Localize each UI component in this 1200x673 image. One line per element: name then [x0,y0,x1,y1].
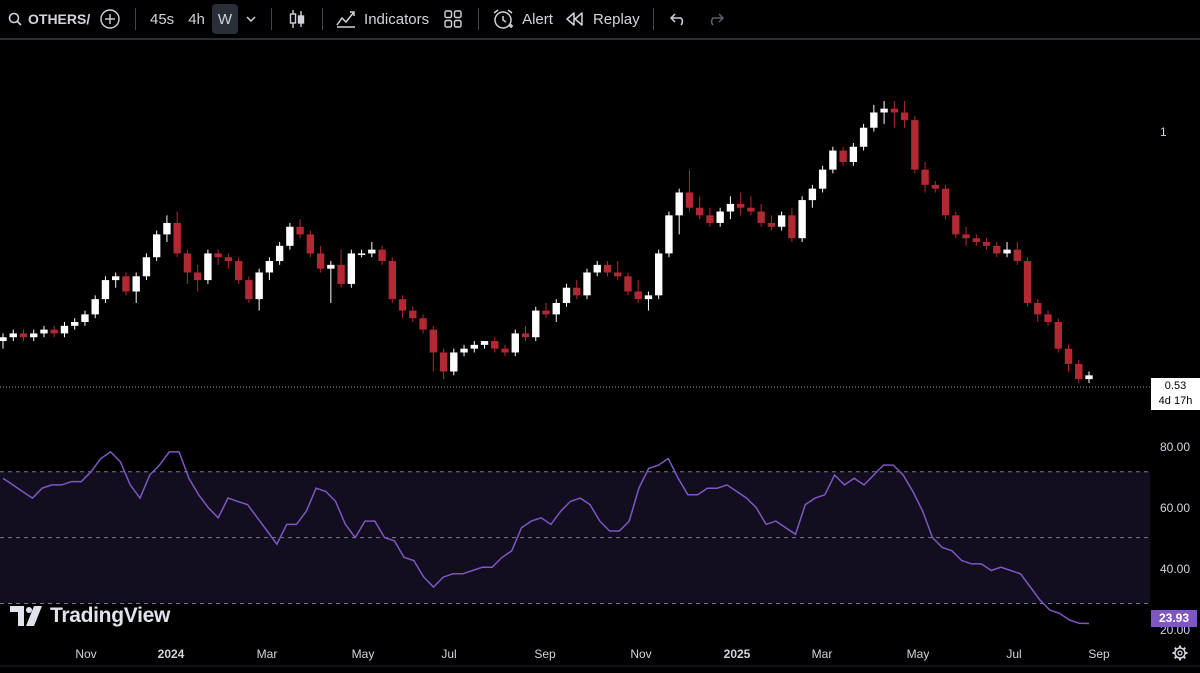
candle [307,231,314,258]
candle [655,250,662,300]
toolbar-divider [653,8,654,30]
bar-countdown: 4d 17h [1151,394,1200,409]
compare-symbol-button[interactable] [92,0,128,39]
top-toolbar: OTHERS/ 45s 4h W Indicators Alert Replay [0,0,1200,40]
time-label-may-2025: May [907,647,930,661]
chart-area[interactable]: 1 80.00 60.00 40.00 20.00 Nov 2024 Mar M… [0,42,1200,673]
rewind-icon [565,11,585,27]
rsi-current-value-label: 23.93 [1151,610,1197,627]
candle [860,124,867,151]
candle [348,250,355,288]
templates-button[interactable] [435,0,471,39]
chart-canvas[interactable]: 1 80.00 60.00 40.00 20.00 Nov 2024 Mar M… [0,42,1200,673]
symbol-search[interactable]: OTHERS/ [0,0,92,39]
time-label-nov-2024: Nov [630,647,651,661]
time-label-mar-2025: Mar [812,647,833,661]
interval-dropdown[interactable] [238,0,264,39]
time-label-jul-2024: Jul [441,647,456,661]
redo-icon [706,12,724,26]
candle [389,257,396,303]
candle [450,349,457,376]
candle [102,276,109,303]
candle [204,250,211,284]
indicators-label: Indicators [364,11,429,28]
time-label-mar-2024: Mar [257,647,278,661]
indicators-icon [336,10,356,28]
toolbar-divider [271,8,272,30]
candle [911,116,918,173]
indicators-button[interactable]: Indicators [330,0,435,39]
candle [286,223,293,250]
time-label-nov-2023: Nov [75,647,96,661]
redo-button[interactable] [697,0,733,39]
time-label-jul-2025: Jul [1006,647,1021,661]
alarm-clock-icon [492,8,514,30]
replay-label: Replay [593,11,640,28]
time-label-2024: 2024 [158,647,185,661]
chart-type-button[interactable] [279,0,315,39]
candle [512,330,519,357]
rsi-scale-label-60: 60.00 [1160,501,1190,515]
candle [798,196,805,242]
last-price-value: 0.53 [1151,379,1200,394]
candle [532,307,539,341]
toolbar-divider [322,8,323,30]
search-icon [8,12,22,26]
plus-circle-icon [100,9,120,29]
alert-button[interactable]: Alert [486,0,559,39]
last-price-label: 0.53 4d 17h [1151,378,1200,410]
alert-label: Alert [522,11,553,28]
rsi-scale-label-40: 40.00 [1160,562,1190,576]
rsi-scale-label-80: 80.00 [1160,440,1190,454]
rsi-band-layer [0,472,1150,604]
tradingview-logo-icon [10,606,44,626]
candle [235,257,242,284]
candle [1055,318,1062,352]
interval-weekly[interactable]: W [212,4,238,34]
tradingview-logo-text: TradingView [50,604,170,628]
time-label-2025: 2025 [724,647,751,661]
candle [153,231,160,261]
price-scale-label-1: 1 [1160,125,1167,139]
candle [942,185,949,219]
symbol-name: OTHERS/ [28,11,90,27]
interval-4h[interactable]: 4h [181,0,212,39]
chevron-down-icon [246,16,256,22]
interval-45s[interactable]: 45s [143,0,181,39]
undo-button[interactable] [661,0,697,39]
toolbar-divider [135,8,136,30]
time-label-sep-2025: Sep [1088,647,1110,661]
toolbar-divider [478,8,479,30]
candle [143,253,150,280]
candle [1024,257,1031,307]
candle [245,276,252,303]
candle [952,212,959,239]
candle [819,166,826,193]
replay-button[interactable]: Replay [559,0,646,39]
time-label-may-2024: May [352,647,375,661]
candles-icon [288,9,306,29]
candle [583,269,590,299]
undo-icon [670,12,688,26]
time-label-sep-2024: Sep [534,647,556,661]
candle [665,212,672,258]
candle [829,147,836,174]
grid-icon [444,10,462,28]
tradingview-logo[interactable]: TradingView [10,604,170,628]
